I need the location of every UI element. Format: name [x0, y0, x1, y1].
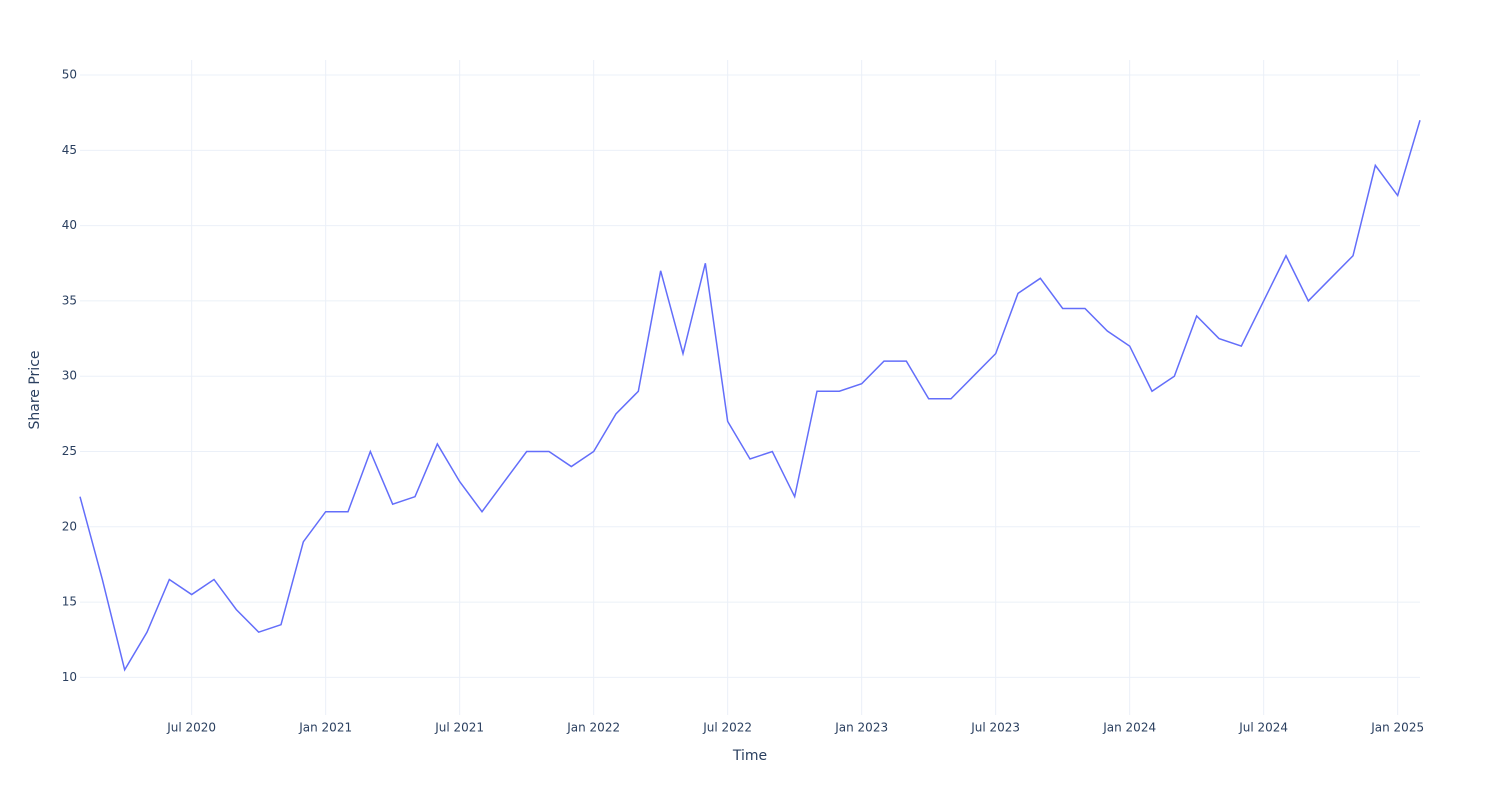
x-tick-label: Jul 2023: [970, 721, 1020, 735]
x-tick-label: Jul 2020: [166, 721, 216, 735]
y-tick-label: 25: [62, 444, 77, 458]
y-tick-label: 45: [62, 143, 77, 157]
y-axis-title: Share Price: [27, 350, 43, 429]
x-tick-label: Jan 2022: [566, 721, 620, 735]
y-tick-label: 40: [62, 218, 77, 232]
x-tick-label: Jan 2024: [1102, 721, 1156, 735]
x-tick-label: Jan 2021: [298, 721, 352, 735]
x-tick-label: Jul 2022: [702, 721, 752, 735]
x-tick-label: Jul 2021: [434, 721, 484, 735]
x-tick-label: Jan 2025: [1370, 721, 1424, 735]
y-tick-label: 20: [62, 519, 77, 533]
price-line: [79, 120, 1421, 672]
x-tick-label: Jan 2023: [834, 721, 888, 735]
x-tick-label: Jul 2024: [1238, 721, 1288, 735]
x-axis-title: Time: [732, 748, 767, 764]
y-tick-label: 50: [62, 68, 77, 82]
y-tick-label: 30: [62, 369, 77, 383]
y-tick-label: 10: [62, 670, 77, 684]
y-tick-label: 35: [62, 293, 77, 307]
y-tick-label: 15: [62, 595, 77, 609]
